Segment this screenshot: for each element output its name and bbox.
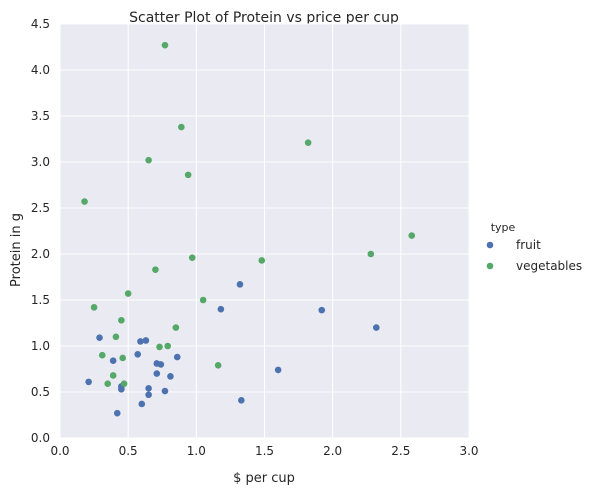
y-axis-ticks: 0.0 0.5 1.0 1.5 2.0 2.5 3.0 3.5 4.0 4.5	[31, 17, 50, 445]
y-tick-label: 3.5	[31, 109, 50, 123]
y-tick-label: 4.0	[31, 63, 50, 77]
fruit-point	[109, 357, 117, 365]
fruit-point	[137, 338, 144, 345]
vegetables-point	[161, 41, 169, 49]
fruit-point	[236, 281, 244, 288]
vegetables-point	[199, 296, 207, 304]
vegetables-point	[124, 290, 132, 297]
fruit-point	[113, 409, 121, 417]
vegetables-point	[81, 198, 88, 205]
fruit-point	[274, 366, 282, 374]
vegetables-point	[184, 171, 192, 179]
y-tick-label: 4.5	[31, 17, 50, 31]
grid-lines	[59, 23, 470, 439]
y-tick-label: 0.5	[31, 385, 50, 399]
legend-label-fruit: fruit	[516, 238, 541, 252]
vegetables-point	[178, 123, 185, 131]
vegetables-point	[104, 380, 112, 388]
fruit-point	[157, 361, 165, 368]
vegetables-point	[120, 380, 128, 388]
vegetables-point	[152, 266, 159, 273]
fruit-point	[238, 396, 245, 404]
vegetables-point	[98, 351, 106, 359]
series-fruit	[85, 281, 380, 417]
y-tick-label: 0.0	[31, 431, 50, 445]
fruit-point	[173, 353, 181, 361]
x-tick-label: 0.0	[50, 444, 69, 458]
fruit-point	[372, 324, 380, 331]
vegetables-point	[408, 232, 416, 239]
fruit-point	[142, 337, 150, 344]
x-tick-label: 1.5	[255, 444, 274, 458]
fruit-point	[167, 373, 174, 380]
fruit-point	[85, 378, 92, 386]
x-tick-label: 0.5	[119, 444, 138, 458]
chart-title: Scatter Plot of Protein vs price per cup	[129, 10, 399, 26]
vegetables-point	[119, 354, 127, 362]
legend-label-vegetables: vegetables	[516, 259, 582, 273]
x-tick-label: 3.0	[459, 444, 478, 458]
fruit-point	[153, 370, 161, 377]
fruit-point	[145, 391, 152, 399]
fruit-point	[145, 385, 152, 392]
vegetables-point	[258, 257, 266, 264]
fruit-point	[217, 305, 225, 313]
vegetables-point	[90, 304, 98, 311]
vegetables-point	[188, 254, 196, 261]
fruit-point	[96, 334, 103, 342]
y-tick-label: 1.0	[31, 339, 50, 353]
fruit-point	[161, 387, 169, 395]
x-axis-ticks: 0.0 0.5 1.0 1.5 2.0 2.5 3.0	[50, 444, 478, 458]
fruit-point	[138, 400, 146, 408]
vegetables-point	[156, 343, 163, 351]
vegetables-point	[164, 342, 172, 350]
data-points	[81, 41, 416, 417]
vegetables-point	[109, 372, 117, 379]
y-tick-label: 3.0	[31, 155, 50, 169]
vegetables-point	[172, 324, 180, 331]
vegetables-point	[145, 156, 152, 164]
vegetables-point	[214, 362, 222, 369]
y-axis-label: Protein in g	[9, 213, 24, 287]
vegetables-point	[118, 316, 125, 324]
x-axis-label: $ per cup	[233, 471, 295, 486]
x-tick-label: 2.5	[391, 444, 410, 458]
vegetables-point	[304, 139, 312, 146]
legend: type fruit vegetables	[486, 221, 582, 273]
legend-marker-fruit	[486, 241, 494, 249]
y-tick-label: 2.0	[31, 247, 50, 261]
x-tick-label: 1.0	[187, 444, 206, 458]
vegetables-point	[112, 333, 120, 341]
series-vegetables	[81, 41, 416, 388]
vegetables-point	[367, 250, 375, 258]
y-tick-label: 1.5	[31, 293, 50, 307]
y-tick-label: 2.5	[31, 201, 50, 215]
legend-marker-vegetables	[486, 262, 494, 270]
fruit-point	[134, 350, 142, 358]
legend-title: type	[491, 221, 516, 234]
x-tick-label: 2.0	[323, 444, 342, 458]
fruit-point	[318, 306, 326, 314]
